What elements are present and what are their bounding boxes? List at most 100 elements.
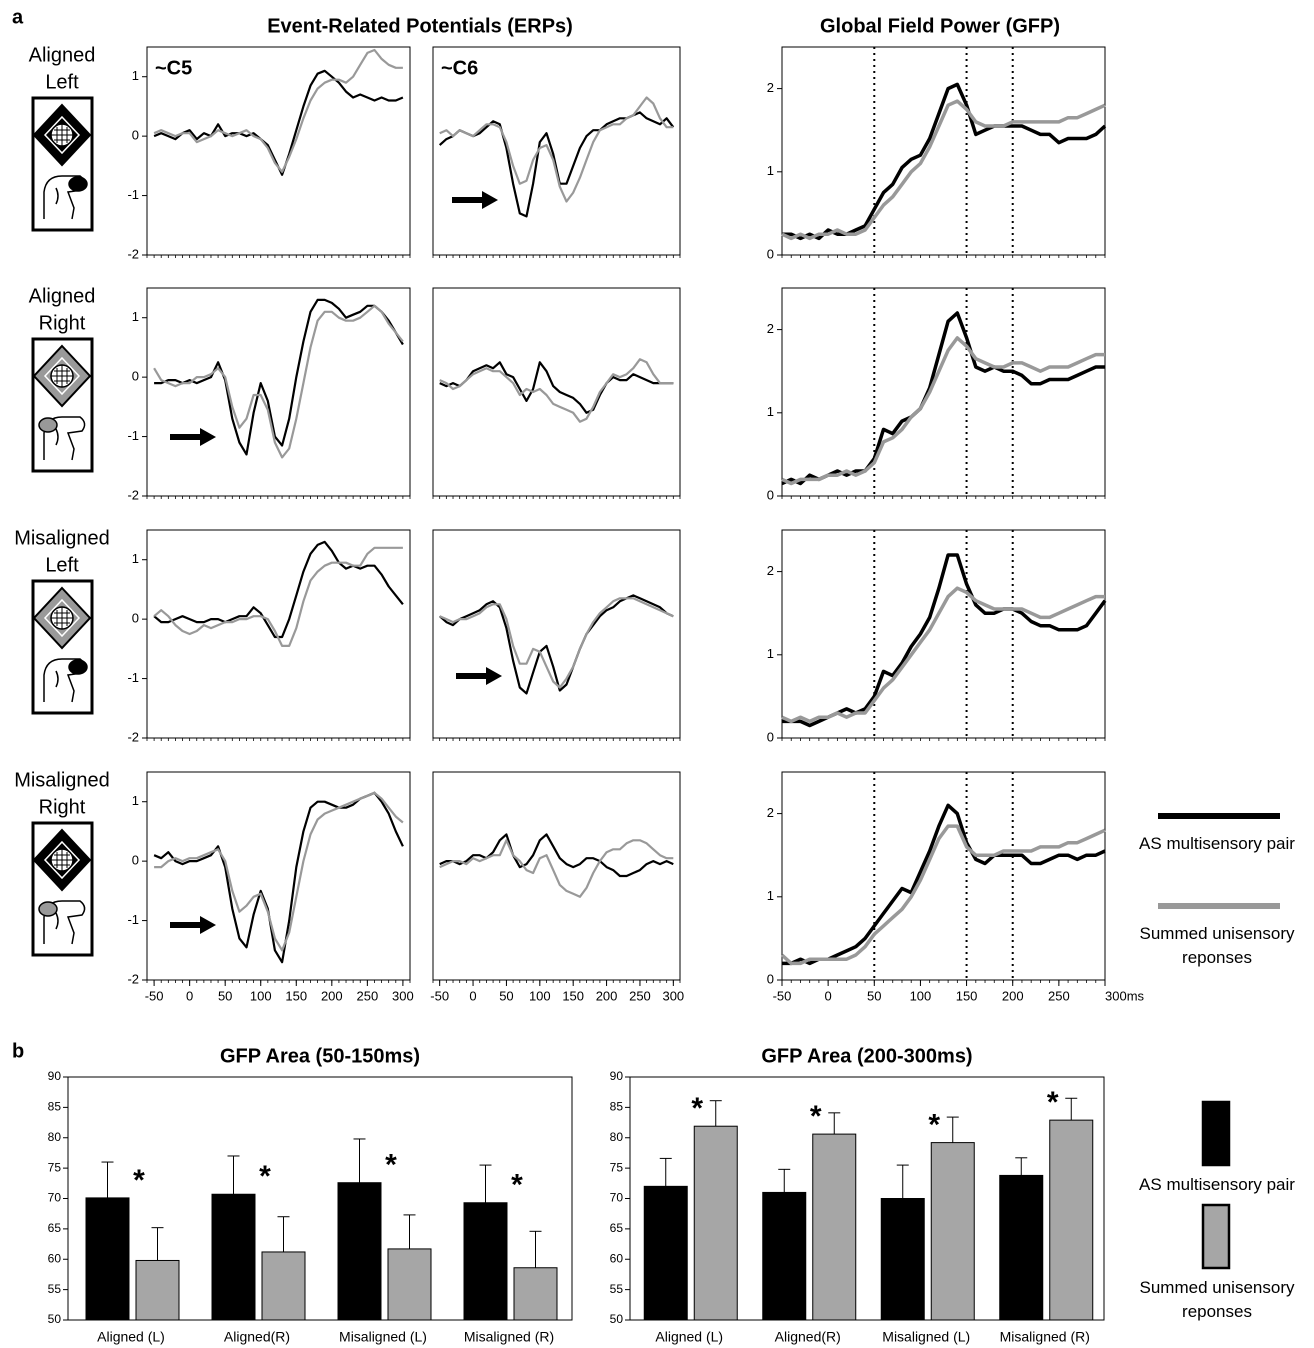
- plot-frame: [432, 46, 681, 256]
- bar: [880, 1198, 925, 1321]
- series-line: [781, 99, 1106, 241]
- plot-frame: [432, 771, 681, 981]
- series-line: [781, 586, 1105, 724]
- x-tick-label: 150: [562, 988, 584, 1003]
- row-label: Right: [39, 312, 86, 334]
- y-tick-label: -1: [127, 428, 139, 443]
- x-tick-label: 0: [825, 988, 832, 1003]
- x-tick-label: Misaligned (L): [882, 1329, 970, 1345]
- y-tick-label: 70: [610, 1191, 624, 1205]
- series-line: [782, 553, 1107, 728]
- x-tick-label: 200: [321, 988, 343, 1003]
- series-line: [438, 594, 674, 695]
- bar: [762, 1191, 807, 1321]
- y-tick-label: 80: [610, 1130, 624, 1144]
- y-tick-label: 65: [48, 1221, 62, 1235]
- x-tick-label: Aligned (L): [97, 1329, 165, 1345]
- x-tick-label: 250: [1048, 988, 1070, 1003]
- series-line: [439, 833, 674, 878]
- significance-mark: *: [511, 1169, 523, 1202]
- arrow: [456, 667, 502, 685]
- arrow: [170, 916, 216, 934]
- legend-label: AS multisensory pair: [1139, 1175, 1295, 1194]
- icon-stimulus: [38, 417, 58, 433]
- plot-frame: [67, 1076, 573, 1321]
- bar: [337, 1182, 382, 1321]
- x-tick-label: 200: [596, 988, 618, 1003]
- icon-grid: [51, 607, 73, 629]
- plot-frame: [781, 287, 1106, 497]
- y-tick-label: 0: [132, 128, 139, 143]
- significance-mark: *: [385, 1149, 397, 1182]
- y-tick-label: 1: [767, 646, 774, 661]
- series-line: [439, 358, 674, 423]
- x-tick-label: 0: [469, 988, 476, 1003]
- icon-stimulus: [38, 901, 58, 917]
- series-line: [780, 824, 1106, 966]
- y-tick-label: 75: [48, 1160, 62, 1174]
- y-tick-label: 1: [767, 888, 774, 903]
- y-tick-label: -1: [127, 912, 139, 927]
- x-tick-label: Aligned(R): [224, 1329, 290, 1345]
- plot-frame: [146, 46, 411, 256]
- series-line: [153, 546, 403, 647]
- plot-frame: [781, 771, 1106, 981]
- x-tick-label: 0: [186, 988, 193, 1003]
- y-tick-label: 85: [48, 1100, 62, 1114]
- series-line: [439, 839, 674, 898]
- bar: [85, 1197, 130, 1321]
- row-label: Aligned: [29, 44, 96, 66]
- bar: [693, 1125, 738, 1321]
- x-tick-label: 300: [662, 988, 684, 1003]
- series-line: [439, 96, 674, 203]
- bar: [261, 1251, 306, 1321]
- legend-swatch: [1201, 1203, 1231, 1270]
- row-label: Left: [45, 554, 79, 576]
- x-tick-label: Misaligned (L): [339, 1329, 427, 1345]
- x-tick-label: -50: [430, 988, 449, 1003]
- icon-grid: [51, 124, 73, 146]
- icon-grid: [51, 849, 73, 871]
- bar: [812, 1133, 857, 1321]
- plot-frame: [146, 287, 411, 497]
- significance-mark: *: [133, 1164, 145, 1197]
- x-tick-label: Aligned (L): [655, 1329, 723, 1345]
- y-tick-label: 55: [48, 1282, 62, 1296]
- legend-label: Summed unisensory reponses: [1139, 924, 1295, 967]
- y-tick-label: 0: [132, 853, 139, 868]
- y-tick-label: -2: [127, 971, 139, 986]
- panel-title: ~C5: [155, 57, 192, 79]
- significance-mark: *: [1047, 1086, 1059, 1119]
- row-label: Left: [45, 71, 79, 93]
- bar: [643, 1185, 688, 1321]
- icon-diamond-inner: [43, 840, 81, 880]
- legend-label: AS multisensory pair: [1139, 834, 1295, 853]
- icon-stimulus: [68, 176, 88, 192]
- significance-mark: *: [259, 1160, 271, 1193]
- bar: [387, 1248, 432, 1321]
- icon-stimulus: [68, 659, 88, 675]
- row-label: Aligned: [29, 285, 96, 307]
- bar: [1049, 1119, 1094, 1321]
- x-tick-label: 100: [529, 988, 551, 1003]
- section-title: Global Field Power (GFP): [820, 15, 1060, 37]
- series-line: [439, 361, 674, 414]
- y-tick-label: 75: [610, 1160, 624, 1174]
- legend-label: Summed unisensory reponses: [1139, 1278, 1295, 1321]
- panel-label: a: [12, 6, 24, 28]
- row-label: Misaligned: [14, 769, 110, 791]
- y-tick-label: -2: [127, 729, 139, 744]
- plot-frame: [146, 529, 411, 739]
- plot-frame: [781, 529, 1106, 739]
- significance-mark: *: [928, 1109, 940, 1142]
- plot-frame: [432, 287, 681, 497]
- chart-title: GFP Area (200-300ms): [761, 1045, 972, 1067]
- bar: [463, 1202, 508, 1321]
- row-label: Right: [39, 796, 86, 818]
- y-tick-label: 2: [767, 321, 774, 336]
- series-line: [153, 48, 403, 173]
- x-tick-label: 250: [356, 988, 378, 1003]
- legend-swatch: [1201, 1100, 1231, 1167]
